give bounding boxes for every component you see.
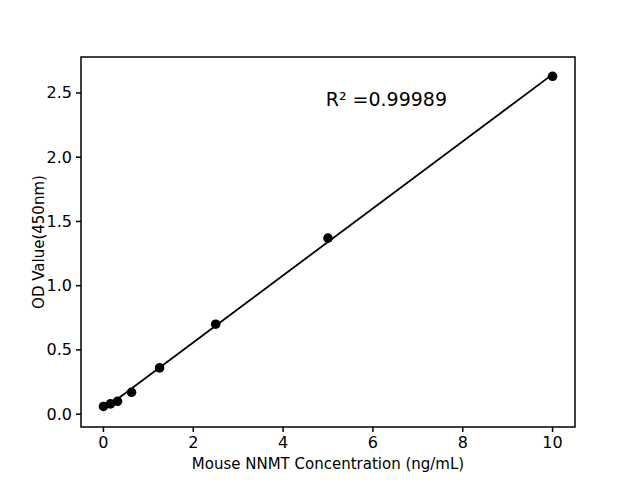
y-tick-label: 2.0 xyxy=(47,148,72,167)
y-tick-label: 0.5 xyxy=(47,340,72,359)
x-axis-label: Mouse NNMT Concentration (ng/mL) xyxy=(192,455,464,473)
data-point-marker xyxy=(155,363,165,373)
y-tick-label: 0.0 xyxy=(47,405,72,424)
x-tick-label: 2 xyxy=(188,433,198,452)
data-point-marker xyxy=(548,71,558,81)
data-point-marker xyxy=(211,319,221,329)
x-tick-label: 4 xyxy=(278,433,288,452)
x-tick-label: 6 xyxy=(368,433,378,452)
y-tick-label: 1.0 xyxy=(47,276,72,295)
x-tick-label: 8 xyxy=(458,433,468,452)
x-axis-ticks: 0 2 4 6 8 10 xyxy=(98,427,562,452)
x-tick-label: 0 xyxy=(98,433,108,452)
x-tick-label: 10 xyxy=(542,433,562,452)
y-axis-label: OD Value(450nm) xyxy=(30,175,48,309)
y-axis-ticks: 0.0 0.5 1.0 1.5 2.0 2.5 xyxy=(47,83,81,423)
data-point-marker xyxy=(323,233,333,243)
y-tick-label: 1.5 xyxy=(47,212,72,231)
figure: 0 2 4 6 8 10 0.0 0.5 1.0 1.5 2.0 2.5 Mouse NNMT Co… xyxy=(0,0,640,480)
data-point-marker xyxy=(127,388,137,398)
y-tick-label: 2.5 xyxy=(47,83,72,102)
standard-curve-chart: 0 2 4 6 8 10 0.0 0.5 1.0 1.5 2.0 2.5 Mouse NNMT Co… xyxy=(0,0,640,480)
r-squared-annotation: R² =0.99989 xyxy=(326,88,447,110)
data-point-marker xyxy=(113,397,123,407)
